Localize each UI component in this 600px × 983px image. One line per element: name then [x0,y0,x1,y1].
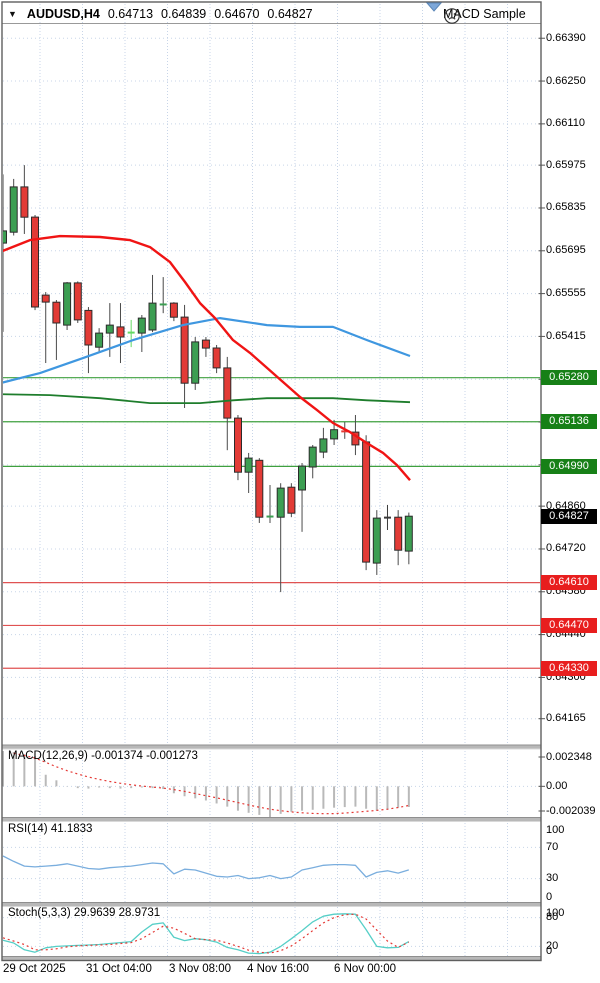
price-axis-ticks [538,37,545,812]
stoch-label: Stoch(5,3,3) [8,907,71,919]
rsi-label: RSI(14) [8,823,48,835]
ea-status[interactable]: MACD Sample [443,7,538,24]
time-axis-label: 6 Nov 00:00 [334,963,397,975]
chart-header: ▼ AUDUSD,H4 0.64713 0.64839 0.64670 0.64… [8,6,313,22]
ma-slow-green-line [3,393,411,405]
rsi-panel-title: RSI(14) 41.1833 [8,823,92,835]
vertical-gridlines [39,4,508,958]
rsi-values: 41.1833 [50,823,93,835]
quote-low: 0.64670 [214,7,260,21]
symbol-label: AUDUSD,H4 [26,7,100,21]
main-chart [3,37,540,720]
quote-open: 0.64713 [107,7,154,21]
rsi-panel [2,846,540,880]
ma-mid-blue-line [3,317,411,384]
stoch-values: 29.9639 28.9731 [73,907,161,919]
quote-close: 0.64827 [267,7,313,21]
ma-fast-red-line [3,234,411,481]
time-axis-label: 29 Oct 2025 [3,963,66,975]
stoch-panel [2,913,540,955]
macd-values: -0.001374 -0.001273 [91,750,198,762]
ea-name-label: MACD Sample [443,7,526,21]
macd-panel [2,751,540,817]
macd-panel-title: MACD(12,26,9) -0.001374 -0.001273 [8,750,198,762]
stoch-panel-title: Stoch(5,3,3) 29.9639 28.9731 [8,907,160,919]
quote-high: 0.64839 [161,7,207,21]
symbol-dropdown-icon[interactable]: ▼ [8,9,17,19]
sad-face-icon [444,8,460,24]
time-axis-label: 4 Nov 16:00 [247,963,310,975]
candles [3,165,413,593]
object-marker-triangle-icon [425,2,443,12]
chart-frame-border [1,1,542,962]
macd-label: MACD(12,26,9) [8,750,88,762]
time-axis-label: 31 Oct 04:00 [86,963,152,975]
time-axis-label: 3 Nov 08:00 [169,963,232,975]
